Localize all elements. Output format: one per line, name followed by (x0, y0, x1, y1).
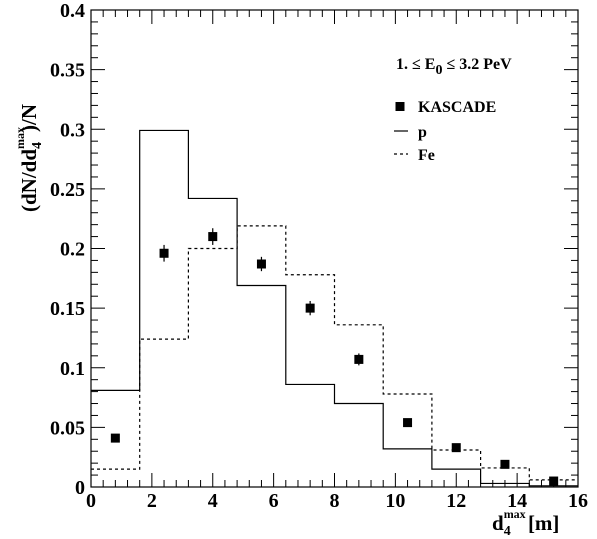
series-fe-histogram (91, 225, 578, 481)
legend-label: Fe (418, 147, 435, 164)
x-tick-label: 8 (330, 490, 340, 512)
x-tick-label: 12 (446, 490, 466, 512)
series-layer (91, 129, 578, 487)
x-tick-label: 6 (269, 490, 279, 512)
legend-marker-square (395, 102, 405, 111)
legend: KASCADE p Fe (394, 99, 496, 164)
axis-ticks (90, 9, 579, 488)
x-tick-label: 2 (147, 490, 157, 512)
y-tick-label: 0.2 (60, 239, 85, 261)
x-axis-label: dmax 4 [m] (492, 507, 559, 539)
y-tick-label: 0.3 (60, 119, 85, 141)
y-tick-label: 0.15 (50, 298, 85, 320)
data-point (256, 259, 266, 269)
data-point (305, 303, 315, 313)
x-tick-label: 0 (86, 490, 96, 512)
energy-range-annotation: 1. ≤ E0 ≤ 3.2 PeV (396, 56, 512, 78)
data-point (208, 232, 218, 242)
x-tick-label: 4 (208, 490, 218, 512)
data-point (354, 354, 364, 364)
data-point (500, 459, 510, 469)
data-point (159, 248, 169, 258)
data-point (110, 433, 120, 443)
x-tick-label: 10 (385, 490, 405, 512)
y-tick-label: 0.25 (50, 179, 85, 201)
y-tick-label: 0.4 (60, 0, 85, 22)
data-point (549, 476, 559, 486)
data-point (451, 443, 461, 453)
legend-label: p (418, 124, 427, 141)
data-point (403, 418, 413, 428)
y-tick-label: 0.05 (50, 417, 85, 439)
y-axis-label: (dN/ddmax 4)/N (13, 104, 45, 212)
x-tick-label: 16 (568, 490, 588, 512)
legend-label: KASCADE (418, 99, 496, 116)
series-p-histogram (91, 129, 578, 487)
y-tick-label: 0.35 (50, 60, 85, 82)
y-tick-label: 0.1 (60, 358, 85, 380)
y-tick-label: 0 (75, 477, 85, 499)
x-tick-label: 14 (507, 490, 527, 512)
tick-labels: 0 2 4 6 8 10 12 14 16 0 0.05 0.1 0.15 0.2 0.25 0.3 0.35 0… (50, 0, 588, 512)
